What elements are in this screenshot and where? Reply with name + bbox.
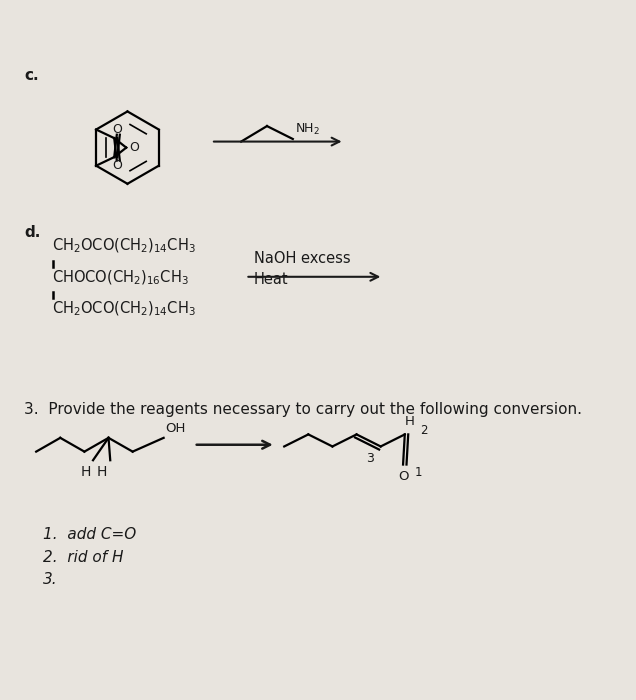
Text: O: O (129, 141, 139, 154)
Text: c.: c. (24, 67, 39, 83)
Text: 1: 1 (415, 466, 422, 480)
Text: Heat: Heat (254, 272, 289, 288)
Text: 3: 3 (366, 452, 374, 465)
Text: 2: 2 (420, 424, 428, 438)
Text: O: O (113, 123, 123, 136)
Text: 3.: 3. (43, 572, 58, 587)
Text: O: O (399, 470, 409, 483)
Text: 2.  rid of H: 2. rid of H (43, 550, 123, 565)
Text: H: H (81, 466, 92, 480)
Text: CH$_2$OCO(CH$_2$)$_{14}$CH$_3$: CH$_2$OCO(CH$_2$)$_{14}$CH$_3$ (52, 299, 196, 318)
Text: 3.  Provide the reagents necessary to carry out the following conversion.: 3. Provide the reagents necessary to car… (24, 402, 582, 416)
Text: O: O (113, 159, 123, 172)
Text: OH: OH (165, 422, 186, 435)
Text: H: H (97, 466, 107, 480)
Text: CH$_2$OCO(CH$_2$)$_{14}$CH$_3$: CH$_2$OCO(CH$_2$)$_{14}$CH$_3$ (52, 237, 196, 255)
Text: H: H (404, 414, 415, 428)
Text: d.: d. (24, 225, 41, 240)
Text: CHOCO(CH$_2$)$_{16}$CH$_3$: CHOCO(CH$_2$)$_{16}$CH$_3$ (52, 268, 188, 286)
Text: 1.  add C=O: 1. add C=O (43, 527, 136, 542)
Text: NH$_2$: NH$_2$ (294, 122, 319, 137)
Text: NaOH excess: NaOH excess (254, 251, 350, 266)
